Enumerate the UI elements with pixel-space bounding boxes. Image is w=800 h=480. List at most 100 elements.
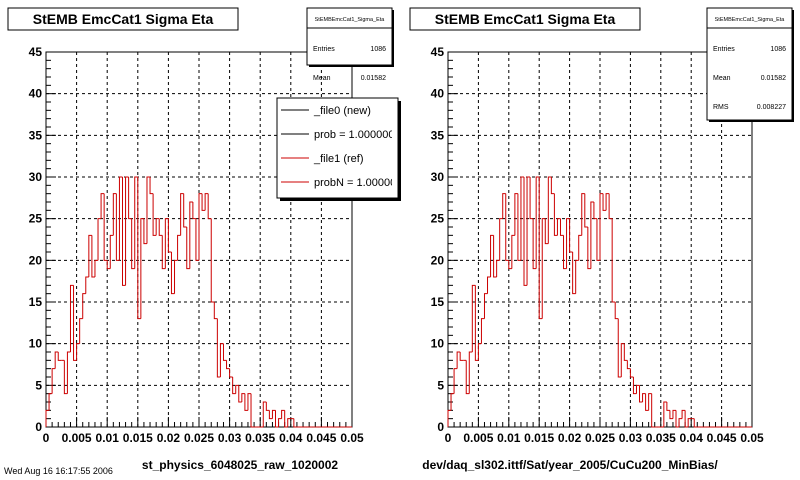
histogram-bin [666,402,670,411]
y-tick-label: 35 [29,128,43,142]
histogram-bin [471,284,476,352]
histogram-bin [183,193,187,228]
y-tick-label: 25 [431,212,445,226]
histogram-bin [480,318,485,344]
title-box [7,7,239,31]
y-tick-label: 20 [431,253,445,267]
histogram-bin [140,218,144,319]
histogram-bin [535,176,540,269]
histogram-bin [459,352,464,361]
stats-box-name: StEMBEmcCat1_Sigma_Eta [315,17,386,23]
histogram-bin [170,252,175,295]
histogram-bin [563,235,567,270]
histogram-bin [611,218,616,303]
legend: _file0 (new) prob = 1.000000 _file1 (ref) p… [276,97,402,201]
histogram-bin [669,410,673,420]
x-tick-label: 0.015 [123,431,153,445]
histogram-bin [456,351,461,369]
histogram-bin [547,176,552,244]
histogram-series [45,176,352,428]
x-tick-label: 0 [43,431,50,445]
histogram-bin [167,218,172,253]
histogram-bin [88,234,92,277]
histogram-bin [447,409,452,427]
histogram-bin [687,418,692,427]
histogram-bin [250,393,255,428]
histogram-bin [271,409,276,419]
histogram-bin [541,218,546,319]
histogram-bin [578,234,582,261]
histogram-bin [602,193,607,211]
histogram-bin [617,318,622,378]
legend-label: _file0 (new) [313,105,371,117]
y-tick-label: 5 [35,378,42,392]
y-tick-label: 5 [437,378,444,392]
x-tick-label: 0.04 [279,431,303,445]
histogram-bin [103,193,108,261]
x-tick-label: 0.045 [707,431,737,445]
histogram-bin [180,193,184,236]
histogram-bin [118,176,123,261]
histogram-bin [244,393,248,411]
histogram-bin [526,176,531,286]
legend-box [276,97,399,199]
histogram-bin [642,393,646,402]
histogram-bin [238,385,242,403]
histogram-bin [232,377,236,395]
histogram-bin [275,410,279,428]
histogram-bin [219,343,224,377]
histogram-bin [450,393,455,411]
histogram-bin [681,409,686,419]
histogram-bin [599,193,604,261]
x-tick-label: 0.02 [558,431,582,445]
histogram-bin [204,193,209,211]
legend-entries: _file0 (new) prob = 1.000000 _file1 (ref) p… [281,105,402,189]
x-tick-label: 0.01 [497,431,521,445]
histogram-bin [106,260,111,270]
x-axis-label: dev/daq_sl302.ittf/Sat/year_2005/CuCu200… [422,458,718,472]
histogram-bin [174,259,178,294]
histogram-bin [575,259,579,294]
histogram-bin [207,193,212,220]
x-tick-label: 0.04 [680,431,704,445]
x-tick-label: 0 [445,431,452,445]
y-tick-label: 35 [431,128,445,142]
x-tick-label: 0.005 [62,431,92,445]
histogram-bin [189,201,193,269]
histogram-bin [213,302,218,320]
histogram-bin [477,343,482,361]
legend-label: _file1 (ref) [313,153,364,165]
histogram-bin [210,218,215,303]
x-tick-label: 0.035 [245,431,275,445]
histogram-bin [468,351,473,394]
histogram-bin [268,410,273,420]
x-tick-label: 0.05 [340,431,364,445]
histogram-bin [590,201,594,269]
footer-timestamp: Wed Aug 16 16:17:55 2006 [4,466,113,476]
histogram-bin [566,218,570,269]
histogram-bin [502,193,506,219]
histogram-bin [663,401,667,427]
legend-label: prob = 1.000000 [314,129,394,141]
histogram-bin [620,343,625,377]
histogram-bin [474,285,479,361]
histogram-bin [678,418,683,427]
y-tick-label: 0 [437,420,444,434]
y-tick-label: 10 [431,337,445,351]
histogram-bin [538,177,543,320]
histogram-bin [623,343,628,361]
histogram-bin [587,227,591,270]
stats-box [706,7,793,121]
histogram-bin [131,218,135,270]
legend-label: probN = 1.000000 [314,177,402,189]
y-tick-label: 25 [29,212,43,226]
stats-value: 1086 [370,46,386,53]
x-tick-label: 0.02 [157,431,181,445]
histogram-bin [158,218,163,236]
histogram-bin [639,385,643,403]
histogram-bin [109,234,114,269]
histogram-bin [572,252,576,295]
histogram-bin [216,318,221,378]
stats-label: Entries [713,46,735,53]
histogram-bin [192,202,196,220]
